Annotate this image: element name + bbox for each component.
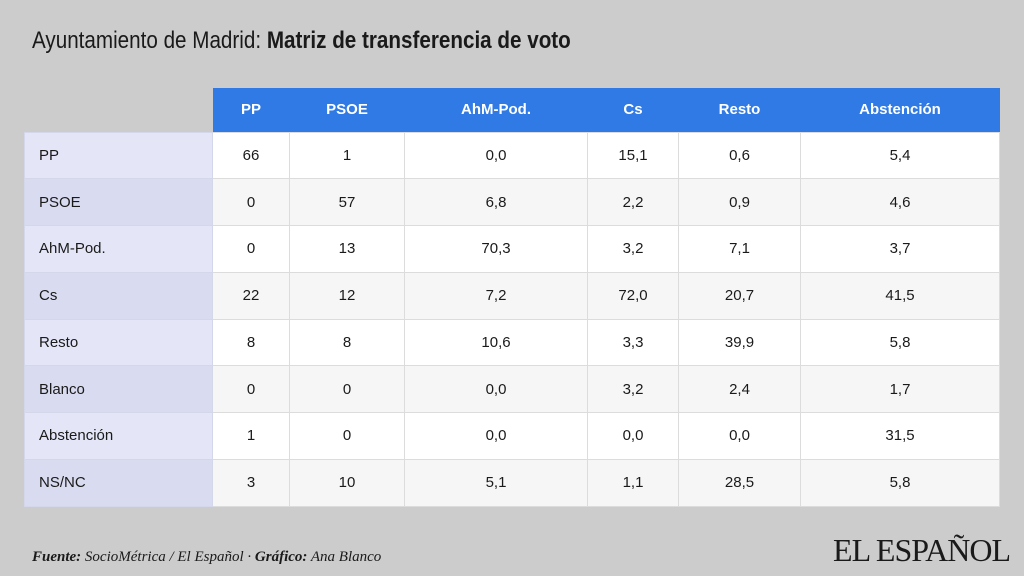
value-cell: 13 bbox=[289, 225, 405, 273]
value-cell: 28,5 bbox=[678, 458, 801, 507]
value-cell: 10,6 bbox=[404, 318, 588, 367]
value-cell: 3,2 bbox=[587, 365, 679, 413]
value-cell: 0 bbox=[212, 225, 290, 273]
value-cell: 57 bbox=[289, 178, 405, 226]
chart-title: Ayuntamiento de Madrid: Matriz de transf… bbox=[32, 26, 571, 56]
table-row: AhM-Pod. 0 13 70,3 3,2 7,1 3,7 bbox=[24, 225, 1000, 273]
row-label: AhM-Pod. bbox=[24, 225, 213, 273]
value-cell: 0 bbox=[212, 178, 290, 226]
row-label: Abstención bbox=[24, 412, 213, 460]
row-label: Blanco bbox=[24, 365, 213, 413]
header-row: PP PSOE AhM-Pod. Cs Resto Abstención bbox=[24, 88, 1000, 132]
value-cell: 0,0 bbox=[404, 131, 588, 180]
table-row: NS/NC 3 10 5,1 1,1 28,5 5,8 bbox=[24, 458, 1000, 507]
value-cell: 66 bbox=[212, 131, 290, 180]
value-cell: 3 bbox=[212, 458, 290, 507]
value-cell: 10 bbox=[289, 458, 405, 507]
column-header: AhM-Pod. bbox=[404, 88, 588, 132]
el-espanol-logo: EL ESPAÑOL bbox=[833, 532, 1011, 568]
value-cell: 3,3 bbox=[587, 318, 679, 367]
table-row: Abstención 1 0 0,0 0,0 0,0 31,5 bbox=[24, 412, 1000, 460]
source-credit: Fuente: SocioMétrica / El Español · Gráf… bbox=[32, 549, 381, 566]
column-header: Resto bbox=[678, 88, 801, 132]
value-cell: 70,3 bbox=[404, 225, 588, 273]
value-cell: 41,5 bbox=[800, 271, 1000, 320]
column-header: Abstención bbox=[800, 88, 1000, 132]
value-cell: 0 bbox=[212, 365, 290, 413]
value-cell: 20,7 bbox=[678, 271, 801, 320]
credit-text: Ana Blanco bbox=[310, 549, 382, 565]
value-cell: 8 bbox=[289, 318, 405, 367]
value-cell: 6,8 bbox=[404, 178, 588, 226]
row-label: PP bbox=[24, 131, 213, 180]
credit-label: Gráfico: bbox=[254, 549, 308, 565]
value-cell: 5,1 bbox=[404, 458, 588, 507]
title-prefix: Ayuntamiento de Madrid: bbox=[32, 27, 262, 54]
column-header: Cs bbox=[587, 88, 679, 132]
value-cell: 5,4 bbox=[800, 131, 1000, 180]
corner-cell bbox=[24, 88, 213, 132]
value-cell: 5,8 bbox=[800, 318, 1000, 367]
table-row: PSOE 0 57 6,8 2,2 0,9 4,6 bbox=[24, 178, 1000, 226]
column-header: PP bbox=[212, 88, 290, 132]
value-cell: 8 bbox=[212, 318, 290, 367]
transfer-matrix-table: PP PSOE AhM-Pod. Cs Resto Abstención PP 6… bbox=[24, 88, 1000, 507]
value-cell: 15,1 bbox=[587, 131, 679, 180]
value-cell: 72,0 bbox=[587, 271, 679, 320]
value-cell: 2,2 bbox=[587, 178, 679, 226]
value-cell: 0,0 bbox=[404, 412, 588, 460]
value-cell: 3,2 bbox=[587, 225, 679, 273]
value-cell: 2,4 bbox=[678, 365, 801, 413]
value-cell: 12 bbox=[289, 271, 405, 320]
matrix-body: PP 66 1 0,0 15,1 0,6 5,4 PSOE 0 57 6,8 2,2 0,9 4,6 AhM… bbox=[24, 131, 1000, 507]
value-cell: 1 bbox=[289, 131, 405, 180]
value-cell: 0,9 bbox=[678, 178, 801, 226]
table-row: Cs 22 12 7,2 72,0 20,7 41,5 bbox=[24, 271, 1000, 320]
row-label: Cs bbox=[24, 271, 213, 320]
value-cell: 1,7 bbox=[800, 365, 1000, 413]
value-cell: 22 bbox=[212, 271, 290, 320]
row-label: NS/NC bbox=[24, 458, 213, 507]
column-header: PSOE bbox=[289, 88, 405, 132]
value-cell: 31,5 bbox=[800, 412, 1000, 460]
value-cell: 3,7 bbox=[800, 225, 1000, 273]
row-label: PSOE bbox=[24, 178, 213, 226]
value-cell: 39,9 bbox=[678, 318, 801, 367]
table-row: PP 66 1 0,0 15,1 0,6 5,4 bbox=[24, 131, 1000, 180]
value-cell: 0,0 bbox=[678, 412, 801, 460]
source-text: SocioMétrica / El Español · bbox=[84, 549, 252, 565]
value-cell: 0 bbox=[289, 365, 405, 413]
value-cell: 1 bbox=[212, 412, 290, 460]
value-cell: 0 bbox=[289, 412, 405, 460]
title-main: Matriz de transferencia de voto bbox=[266, 27, 571, 54]
value-cell: 7,2 bbox=[404, 271, 588, 320]
value-cell: 5,8 bbox=[800, 458, 1000, 507]
table-row: Resto 8 8 10,6 3,3 39,9 5,8 bbox=[24, 318, 1000, 367]
source-label: Fuente: bbox=[32, 549, 82, 565]
value-cell: 4,6 bbox=[800, 178, 1000, 226]
row-label: Resto bbox=[24, 318, 213, 367]
value-cell: 0,6 bbox=[678, 131, 801, 180]
value-cell: 0,0 bbox=[404, 365, 588, 413]
value-cell: 7,1 bbox=[678, 225, 801, 273]
table-row: Blanco 0 0 0,0 3,2 2,4 1,7 bbox=[24, 365, 1000, 413]
value-cell: 1,1 bbox=[587, 458, 679, 507]
value-cell: 0,0 bbox=[587, 412, 679, 460]
